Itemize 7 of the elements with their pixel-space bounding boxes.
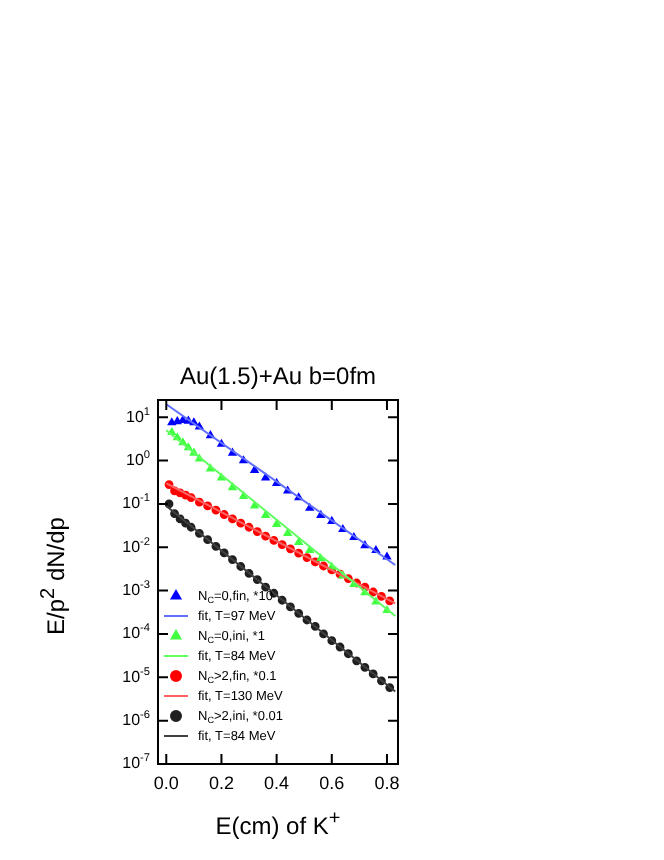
x-tick-label: 0.4 [264,772,290,793]
chart-title: Au(1.5)+Au b=0fm [177,362,379,390]
x-tick-label: 0.0 [153,772,179,793]
x-tick-label: 0.8 [374,772,400,793]
x-tick-label: 0.6 [319,772,345,793]
x-tick-label: 0.2 [208,772,234,793]
x-axis-title: E(cm) of K$^{+}$ [213,808,343,840]
